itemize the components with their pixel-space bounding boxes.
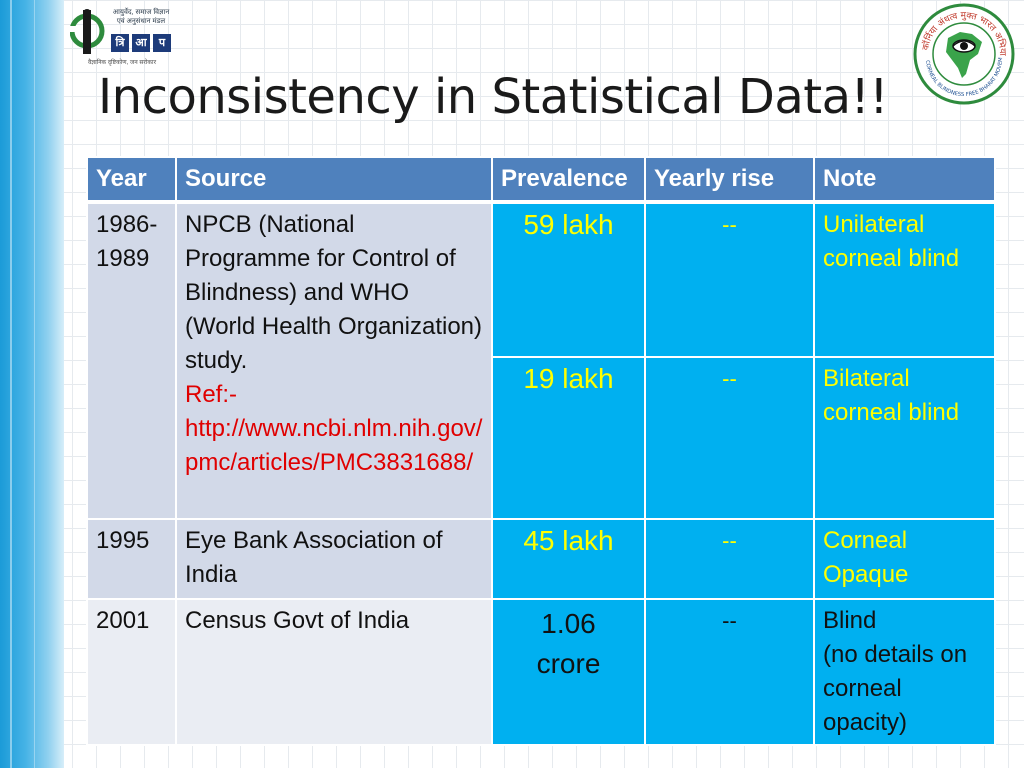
header-prevalence: Prevalence xyxy=(491,156,646,204)
logo-tagline: वैज्ञानिक दृष्टिकोण, जन सरोकार xyxy=(87,60,157,66)
header-note: Note xyxy=(813,156,996,204)
year-cell: 1986- 1989 xyxy=(86,201,177,520)
note-cell: Unilateral corneal blind xyxy=(813,201,996,358)
statistics-table: Year Source Prevalence Yearly rise Note … xyxy=(86,156,996,746)
logo-brand-letter: आ xyxy=(132,34,150,52)
yearly-rise-cell: -- xyxy=(644,356,815,520)
yearly-rise-cell: -- xyxy=(644,201,815,358)
source-cell: NPCB (National Programme for Control of … xyxy=(175,201,493,520)
reference-link[interactable]: http://www.ncbi.nlm.nih.gov/pmc/articles… xyxy=(185,415,483,476)
yearly-rise-cell: -- xyxy=(644,518,815,600)
note-cell: Corneal Opaque xyxy=(813,518,996,600)
logo-brand-mark: त्रि आ प xyxy=(110,31,172,55)
logo-text-line-1: आयुर्वेद, समाज विज्ञान xyxy=(112,9,170,16)
prevalence-cell: 45 lakh xyxy=(491,518,646,600)
note-cell: Bilateral corneal blind xyxy=(813,356,996,520)
header-yearly-rise: Yearly rise xyxy=(644,156,815,204)
eye-india-map-seal-icon: कॉर्निया अंधत्व मुक्त भारत अभियान CORNEA… xyxy=(909,0,1015,105)
table-row: 2001 Census Govt of India 1.06 crore -- … xyxy=(86,598,996,746)
decorative-left-band xyxy=(0,0,64,768)
source-cell: Census Govt of India xyxy=(175,598,493,746)
table-row: 1995 Eye Bank Association of India 45 la… xyxy=(86,518,996,600)
prevalence-cell: 1.06 crore xyxy=(491,598,646,746)
aligned-organization-emblem-icon xyxy=(70,9,105,54)
table-row: 19 lakh -- Bilateral corneal blind xyxy=(87,356,996,520)
logo-brand-letter: प xyxy=(153,34,171,52)
reference-label: Ref:- xyxy=(185,381,238,408)
prevalence-value: 1.06 crore xyxy=(536,608,601,679)
header-source: Source xyxy=(175,156,493,204)
prevalence-cell: 19 lakh xyxy=(491,356,646,520)
logo-brand-letter: त्रि xyxy=(111,34,129,52)
table-row: 1986- 1989 NPCB (National Programme for … xyxy=(86,201,996,520)
source-text: NPCB (National Programme for Control of … xyxy=(185,211,483,374)
year-cell: 2001 xyxy=(86,598,177,746)
note-cell: Blind (no details on corneal opacity) xyxy=(813,598,996,746)
logo-text-line-2: एवं अनुसंधान मंडल xyxy=(116,18,166,25)
organization-logo: आयुर्वेद, समाज विज्ञान एवं अनुसंधान मंडल… xyxy=(70,4,174,66)
header-year: Year xyxy=(86,156,177,204)
year-cell: 1995 xyxy=(86,518,177,600)
movement-seal-logo: कॉर्निया अंधत्व मुक्त भारत अभियान CORNEA… xyxy=(909,0,1016,106)
source-cell: Eye Bank Association of India xyxy=(175,518,493,600)
slide-title: Inconsistency in Statistical Data!! xyxy=(98,69,888,125)
yearly-rise-cell: -- xyxy=(644,598,815,746)
prevalence-cell: 59 lakh xyxy=(491,201,646,358)
table-header-row: Year Source Prevalence Yearly rise Note xyxy=(86,156,996,204)
